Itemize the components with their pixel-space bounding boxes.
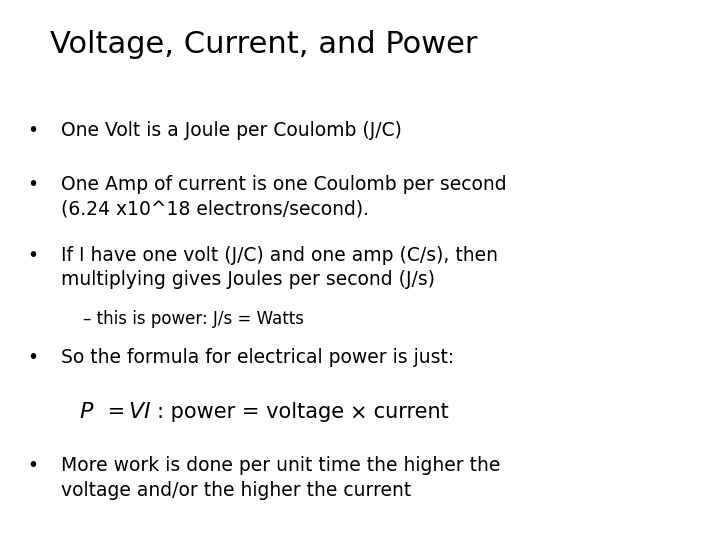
Text: •: •	[27, 246, 38, 265]
Text: : power = voltage: : power = voltage	[157, 402, 344, 422]
Text: current: current	[367, 402, 449, 422]
Text: – this is power: J/s = Watts: – this is power: J/s = Watts	[83, 310, 304, 328]
Text: •: •	[27, 176, 38, 194]
Text: =: =	[101, 402, 132, 422]
Text: $VI$: $VI$	[128, 402, 151, 422]
Text: •: •	[27, 348, 38, 367]
Text: So the formula for electrical power is just:: So the formula for electrical power is j…	[61, 348, 454, 367]
Text: $P$: $P$	[79, 402, 94, 422]
Text: More work is done per unit time the higher the
voltage and/or the higher the cur: More work is done per unit time the high…	[61, 456, 500, 500]
Text: If I have one volt (J/C) and one amp (C/s), then
multiplying gives Joules per se: If I have one volt (J/C) and one amp (C/…	[61, 246, 498, 289]
Text: •: •	[27, 456, 38, 475]
Text: One Amp of current is one Coulomb per second
(6.24 x10^18 electrons/second).: One Amp of current is one Coulomb per se…	[61, 176, 507, 219]
Text: One Volt is a Joule per Coulomb (J/C): One Volt is a Joule per Coulomb (J/C)	[61, 122, 402, 140]
Text: $\times$: $\times$	[349, 402, 366, 422]
Text: Voltage, Current, and Power: Voltage, Current, and Power	[50, 30, 478, 59]
Text: •: •	[27, 122, 38, 140]
